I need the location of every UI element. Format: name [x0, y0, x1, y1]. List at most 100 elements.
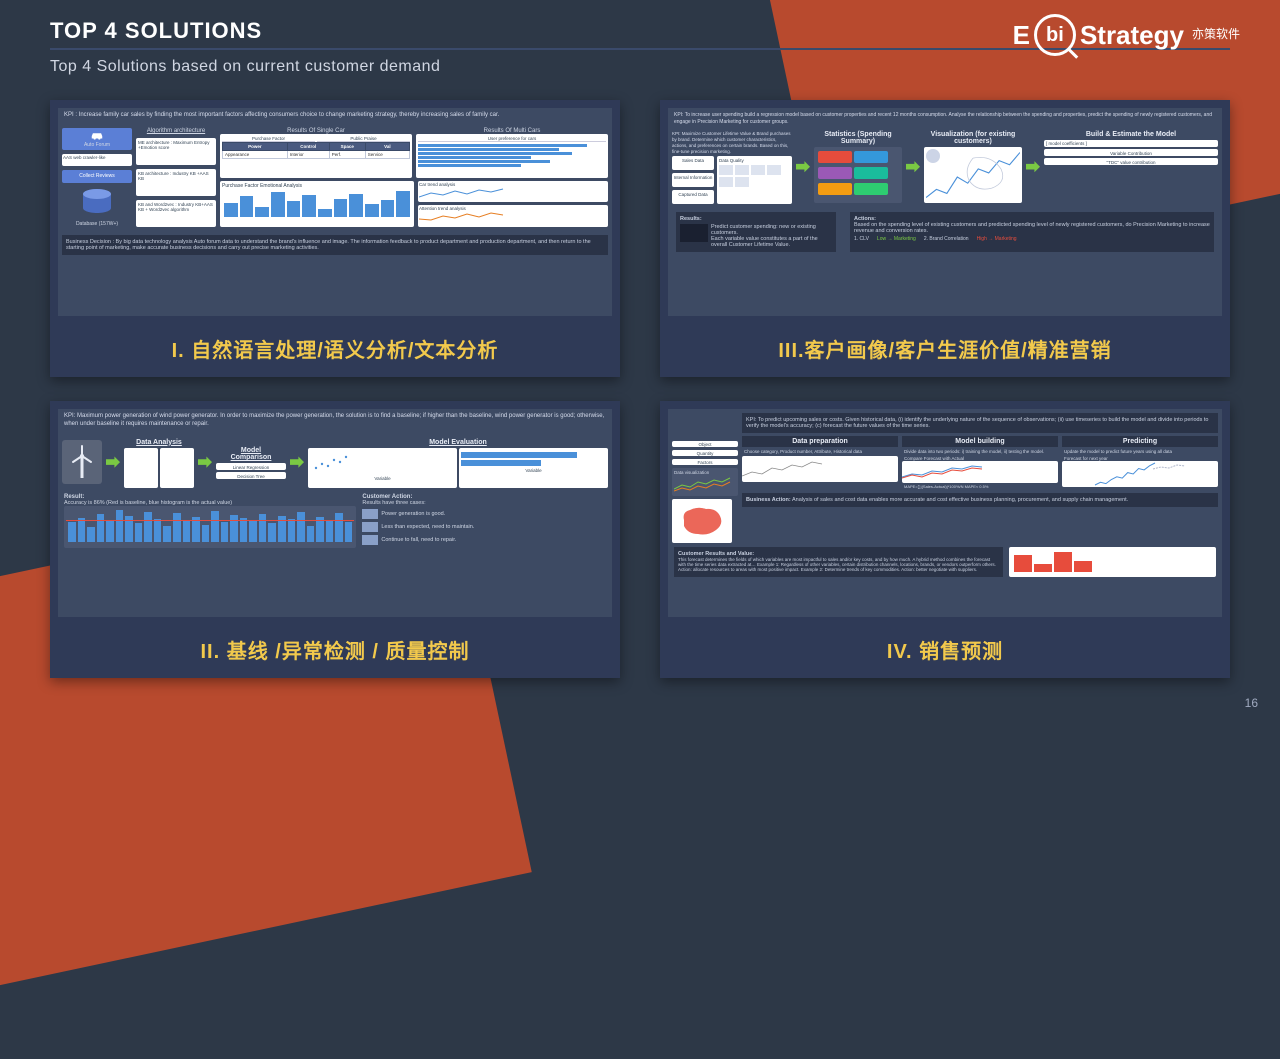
- c4-forecast-chart: [1062, 461, 1218, 487]
- c4-obj: Object: [672, 441, 738, 447]
- logo-magnifier-icon: bi: [1034, 14, 1076, 56]
- c3-in-sales: Sales Data: [672, 156, 714, 170]
- c2-s2: Model Comparison: [216, 445, 286, 463]
- c4-mb: Model building: [902, 436, 1058, 447]
- c1-rmulti: Results Of Multi Cars: [416, 128, 608, 134]
- c1-bar-chart: [222, 189, 412, 219]
- c2-s3b: Variable: [461, 468, 606, 473]
- c4-dp-items: Choose category, Product number, Attribu…: [742, 447, 898, 456]
- c2-a3: Continue to fall, need to repair.: [381, 537, 456, 543]
- c3-c3: Low → Marketing: [877, 236, 916, 242]
- china-map-icon: [672, 499, 732, 543]
- c1-auto-forum: Auto Forum: [62, 128, 132, 150]
- card-clv-caption: III.客户画像/客户生涯价值/精准营销: [660, 324, 1230, 377]
- c2-result-body: Accuracy is 86% (Red is baseline, blue h…: [64, 500, 356, 506]
- c1-algo3: KB and Word2vec : Industry KB+AAS KB + W…: [136, 200, 216, 227]
- c1-kpi: KPI : Increase family car sales by findi…: [58, 108, 612, 124]
- c1-algo-title: Algorithm architecture: [136, 128, 216, 134]
- c1-collect: Collect Reviews: [62, 170, 132, 183]
- c3-in-internal: Internal Information: [672, 173, 714, 187]
- c3-ai-a: Predict customer spending: new or existi…: [711, 224, 832, 236]
- c3-results-title: Results:: [680, 216, 832, 222]
- page-number: 16: [1245, 696, 1258, 710]
- c2-s3a: Variable: [310, 476, 455, 481]
- c4-crv-body: This forecast determines the fields of w…: [678, 557, 999, 572]
- c4-fac: Factors: [672, 459, 738, 465]
- c3-in-captured: Captured Data: [672, 190, 714, 204]
- card-nlp-thumb: KPI : Increase family car sales by findi…: [58, 108, 612, 316]
- database-icon: [77, 188, 117, 216]
- arrow-icon: [796, 160, 810, 174]
- card-nlp-caption: I. 自然语言处理/语义分析/文本分析: [50, 324, 620, 377]
- c2-action-intro: Results have three cases:: [362, 500, 606, 506]
- c4-dp-chart: [742, 456, 898, 482]
- c4-pr: Predicting: [1062, 436, 1218, 447]
- c3-col-viz: Visualization (for existing customers): [924, 129, 1022, 147]
- card-forecast: Object Quantity Factors Data visualizati…: [660, 401, 1230, 678]
- logo-suffix: Strategy: [1080, 20, 1184, 51]
- c3-vc: Variable Contribution: [1044, 149, 1218, 156]
- c3-col-model: Build & Estimate the Model: [1044, 129, 1218, 140]
- c1-mini-table: PowerControlSpaceValAppearanceInteriorPe…: [222, 142, 410, 159]
- c1-pf: Purchase Factor: [222, 136, 315, 142]
- c1-rsingle: Results Of Single Car: [220, 128, 412, 134]
- card-forecast-caption: IV. 销售预测: [660, 625, 1230, 678]
- c4-pr-items: Update the model to predict future years…: [1062, 447, 1218, 456]
- c3-viz-chart: [926, 149, 1020, 201]
- arrow-icon: [1026, 160, 1040, 174]
- c1-pp: Public Praise: [317, 136, 410, 142]
- c2-a2: Less than expected, need to maintain.: [381, 524, 474, 530]
- c4-mb-items: Divide data into two periods: i) trainin…: [902, 447, 1058, 456]
- c1-trend2: [419, 211, 607, 223]
- c1-db-label: Database (157W+): [62, 221, 132, 227]
- c2-bar-chart: [66, 508, 354, 544]
- logo-prefix: E: [1013, 20, 1030, 51]
- c4-mb-chart: [902, 461, 1058, 483]
- c4-mb-metric: MAPE=∑|(Sales-Actual)|*100%/N MAPE≈ 0.5%: [902, 483, 1058, 490]
- c2-s2a: Linear Regression: [216, 463, 286, 470]
- card-clv-thumb: KPI: To increase user spending build a r…: [668, 108, 1222, 316]
- car-icon: [90, 130, 104, 140]
- c1-algo2: KB architecture : Industry KB +AAS KB: [136, 169, 216, 196]
- arrow-icon: [290, 455, 304, 469]
- c2-s1: Data Analysis: [124, 437, 194, 448]
- c4-dp: Data preparation: [742, 436, 898, 447]
- c1-trend1: [419, 187, 607, 199]
- card-nlp: KPI : Increase family car sales by findi…: [50, 100, 620, 377]
- c3-kpi: KPI: To increase user spending build a r…: [668, 108, 1222, 129]
- c3-col-stats: Statistics (Spending Summary): [814, 129, 902, 147]
- c3-tdc: "TDC" value contribution: [1044, 158, 1218, 165]
- avatar-icon: [926, 149, 940, 163]
- arrow-icon: [198, 455, 212, 469]
- c3-actions-body: Based on the spending level of existing …: [854, 222, 1210, 234]
- card-baseline-caption: II. 基线 /异常检测 / 质量控制: [50, 625, 620, 678]
- c3-c4: High → Marketing: [977, 236, 1017, 242]
- c3-ai-b: Each variable value constitutes a part o…: [711, 236, 832, 248]
- card-clv: KPI: To increase user spending build a r…: [660, 100, 1230, 377]
- c3-c1: 1. CLV: [854, 236, 869, 242]
- c4-dv-chart: [674, 475, 736, 493]
- c4-biz-body: Analysis of sales and cost data enables …: [792, 497, 1128, 503]
- c1-forum-sub: AAS web crawler-like: [62, 154, 132, 166]
- card-forecast-thumb: Object Quantity Factors Data visualizati…: [668, 409, 1222, 617]
- c4-small-bars: [1012, 550, 1213, 574]
- c1-algo1: ME architecture : Maximum Entropy +Emoti…: [136, 138, 216, 165]
- c4-kpi: KPI: To predict upcoming sales or costs.…: [742, 413, 1218, 433]
- c4-biz-title: Business Action:: [746, 497, 791, 503]
- solutions-grid: KPI : Increase family car sales by findi…: [0, 86, 1280, 698]
- windmill-icon: [62, 440, 102, 484]
- logo-cn: 亦策软件: [1192, 28, 1240, 41]
- c3-c2: 2. Brand Correlation: [924, 236, 969, 242]
- arrow-icon: [906, 160, 920, 174]
- c2-a1: Power generation is good.: [381, 511, 445, 517]
- brand-logo: E bi Strategy 亦策软件: [1013, 14, 1240, 56]
- c4-qty: Quantity: [672, 450, 738, 456]
- c3-kpi2: KPI: Maximize Customer Lifetime Value & …: [672, 129, 792, 156]
- card-baseline: KPI: Maximum power generation of wind po…: [50, 401, 620, 678]
- arrow-icon: [106, 455, 120, 469]
- c2-baseline-line: [66, 520, 354, 521]
- c2-s2b: Decision Tree: [216, 472, 286, 479]
- c1-forum-label: Auto Forum: [64, 142, 130, 148]
- c1-decision: Business Decision : By big data technolo…: [62, 235, 608, 255]
- c2-s3: Model Evaluation: [308, 437, 608, 448]
